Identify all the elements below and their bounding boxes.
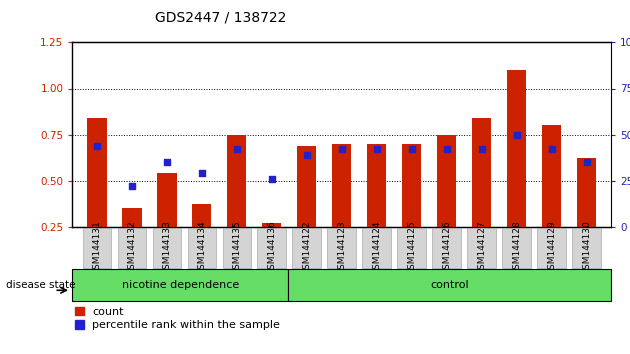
FancyBboxPatch shape [502,228,531,268]
Point [336,147,346,152]
Bar [297,145,316,227]
Point [232,147,242,152]
Text: GSM144136: GSM144136 [267,221,277,275]
Bar [507,70,526,227]
Text: GSM144124: GSM144124 [372,221,381,275]
Point [127,183,137,189]
Bar [262,223,282,227]
Text: GSM144133: GSM144133 [163,221,171,275]
FancyBboxPatch shape [362,228,391,268]
Bar [472,118,491,227]
FancyBboxPatch shape [537,228,566,268]
Point [266,176,277,182]
Bar [577,159,596,227]
FancyBboxPatch shape [152,228,181,268]
Bar [158,173,176,227]
Bar [542,125,561,227]
Text: GSM144126: GSM144126 [442,221,451,275]
Text: GSM144131: GSM144131 [93,221,101,275]
Point [442,147,452,152]
Text: GSM144134: GSM144134 [197,221,207,275]
Text: GSM144129: GSM144129 [547,221,556,275]
Text: nicotine dependence: nicotine dependence [122,280,239,290]
Text: GSM144128: GSM144128 [512,221,521,275]
FancyBboxPatch shape [222,228,251,268]
FancyBboxPatch shape [292,228,321,268]
Bar [437,135,456,227]
Bar [122,208,142,227]
Point [407,147,417,152]
FancyBboxPatch shape [328,228,356,268]
FancyBboxPatch shape [258,228,286,268]
Bar [88,118,106,227]
Text: GSM144127: GSM144127 [477,221,486,275]
Point [162,159,172,165]
FancyBboxPatch shape [72,269,288,301]
Legend: count, percentile rank within the sample: count, percentile rank within the sample [75,307,280,330]
Bar [227,135,246,227]
FancyBboxPatch shape [188,228,216,268]
Bar [192,205,212,227]
Bar [402,144,421,227]
Point [372,147,382,152]
Text: GSM144135: GSM144135 [232,221,241,275]
Text: GDS2447 / 138722: GDS2447 / 138722 [155,11,286,25]
Text: GSM144132: GSM144132 [127,221,137,275]
FancyBboxPatch shape [467,228,496,268]
Bar [332,144,352,227]
FancyBboxPatch shape [83,228,112,268]
Point [477,147,487,152]
FancyBboxPatch shape [432,228,461,268]
FancyBboxPatch shape [572,228,601,268]
Point [581,159,592,165]
Text: GSM144125: GSM144125 [407,221,416,275]
Point [92,143,102,148]
Text: GSM144123: GSM144123 [337,221,346,275]
FancyBboxPatch shape [288,269,611,301]
Bar [367,144,386,227]
Point [512,132,522,137]
Point [302,152,312,158]
Point [547,147,557,152]
FancyBboxPatch shape [118,228,146,268]
Text: disease state: disease state [6,280,76,290]
Text: control: control [430,280,469,290]
Text: GSM144122: GSM144122 [302,221,311,275]
FancyBboxPatch shape [398,228,426,268]
Point [197,170,207,176]
Text: GSM144130: GSM144130 [582,221,591,275]
